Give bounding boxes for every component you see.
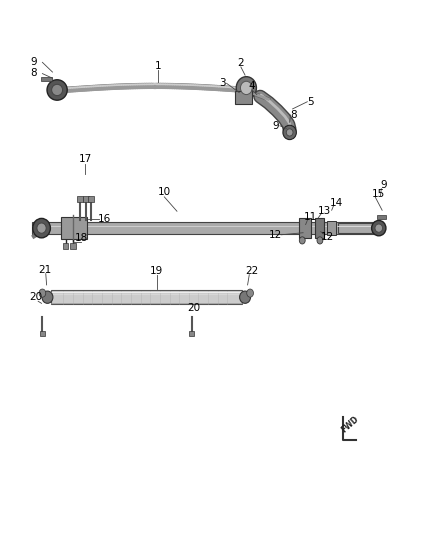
Ellipse shape (286, 129, 293, 136)
Text: 21: 21 (38, 264, 51, 274)
Ellipse shape (52, 84, 63, 95)
Bar (40, 331, 45, 336)
Text: 22: 22 (245, 265, 258, 276)
Ellipse shape (240, 81, 252, 94)
Circle shape (39, 289, 46, 297)
Text: 1: 1 (155, 61, 161, 71)
Text: 12: 12 (321, 232, 334, 242)
Text: 13: 13 (318, 206, 331, 216)
Text: 16: 16 (98, 214, 111, 224)
Text: 8: 8 (31, 68, 37, 78)
Ellipse shape (283, 125, 297, 140)
Ellipse shape (371, 221, 386, 236)
Circle shape (247, 289, 254, 297)
Text: 11: 11 (304, 212, 317, 222)
Text: 10: 10 (158, 187, 171, 197)
Text: 20: 20 (187, 303, 200, 313)
Bar (299, 218, 311, 238)
Text: FWD: FWD (340, 414, 360, 434)
Ellipse shape (33, 219, 50, 238)
Circle shape (317, 237, 323, 244)
Text: 18: 18 (74, 233, 88, 244)
Text: 9: 9 (272, 121, 279, 131)
Ellipse shape (240, 291, 251, 303)
Text: 20: 20 (29, 292, 42, 302)
Text: 8: 8 (290, 110, 297, 120)
Bar (63, 244, 68, 248)
Bar (41, 77, 52, 81)
Text: 5: 5 (307, 96, 314, 107)
Bar (328, 221, 336, 235)
Ellipse shape (375, 224, 382, 232)
Ellipse shape (37, 223, 46, 233)
Ellipse shape (236, 77, 256, 99)
Bar (189, 331, 194, 336)
Text: 14: 14 (330, 198, 343, 208)
Bar (83, 196, 88, 201)
Text: 4: 4 (248, 82, 255, 91)
Text: 3: 3 (219, 78, 226, 88)
Text: 15: 15 (371, 189, 385, 199)
Text: 12: 12 (269, 230, 283, 240)
Bar (70, 244, 76, 248)
Circle shape (299, 237, 305, 244)
Ellipse shape (47, 80, 67, 100)
Bar (88, 196, 94, 201)
Text: 9: 9 (31, 57, 37, 67)
Bar (377, 215, 385, 219)
Polygon shape (51, 290, 242, 304)
Polygon shape (32, 222, 377, 235)
Text: 2: 2 (237, 58, 244, 68)
Text: 9: 9 (381, 180, 387, 190)
Text: 19: 19 (150, 265, 163, 276)
Bar (235, 91, 252, 104)
Bar (77, 196, 83, 201)
Bar (315, 218, 324, 238)
Polygon shape (338, 223, 372, 233)
Text: 17: 17 (79, 154, 92, 164)
Ellipse shape (42, 291, 53, 303)
Bar (61, 217, 87, 239)
